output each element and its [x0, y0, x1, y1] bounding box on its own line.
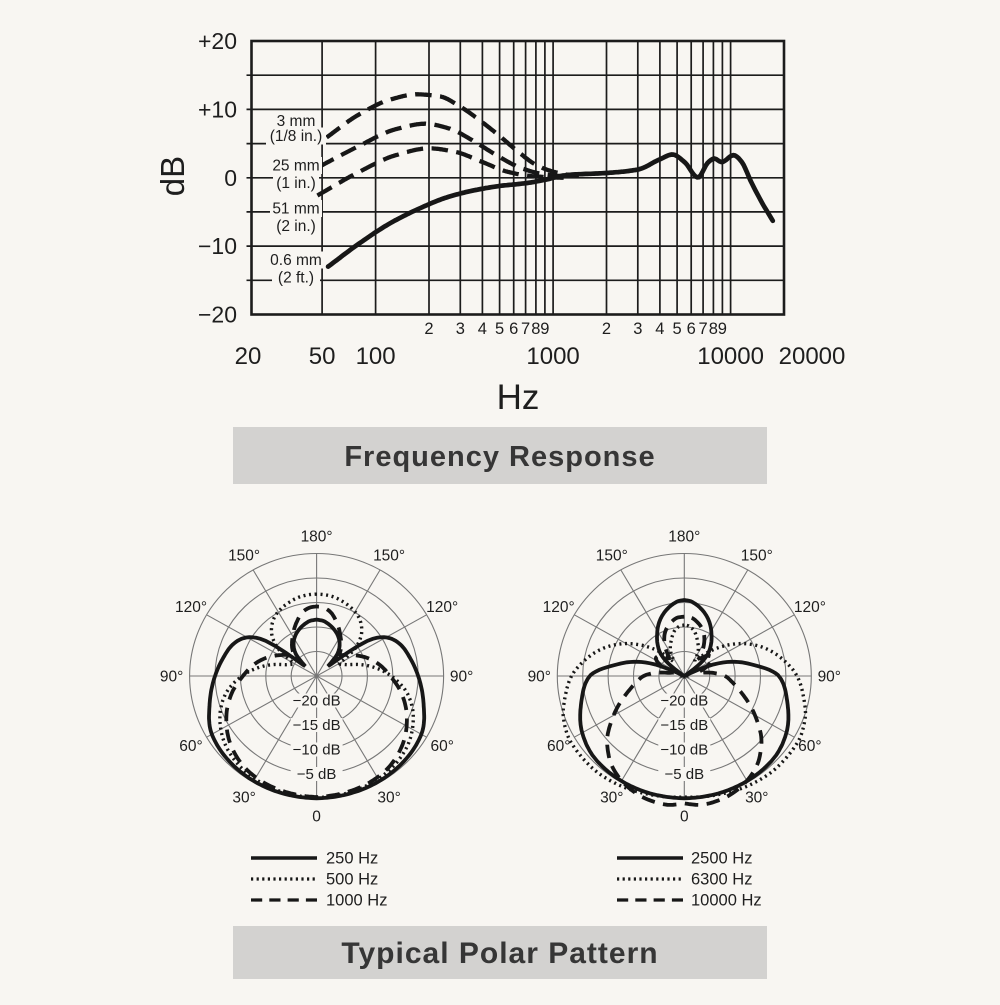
- svg-text:−20 dB: −20 dB: [660, 693, 708, 710]
- svg-text:180°: 180°: [301, 529, 333, 546]
- svg-text:30°: 30°: [600, 789, 623, 806]
- svg-text:20: 20: [235, 343, 262, 370]
- svg-text:90°: 90°: [450, 669, 473, 686]
- svg-text:(2 ft.): (2 ft.): [278, 270, 314, 287]
- svg-text:9: 9: [718, 320, 727, 338]
- svg-text:0: 0: [312, 809, 321, 826]
- svg-text:90°: 90°: [160, 669, 183, 686]
- svg-text:51 mm: 51 mm: [272, 201, 319, 218]
- svg-text:−20 dB: −20 dB: [293, 693, 341, 710]
- svg-text:0.6 mm: 0.6 mm: [270, 252, 322, 269]
- svg-text:10000: 10000: [697, 343, 764, 370]
- svg-text:60°: 60°: [547, 738, 570, 755]
- svg-text:−10: −10: [198, 233, 237, 259]
- svg-text:150°: 150°: [596, 548, 628, 565]
- svg-text:7: 7: [699, 320, 708, 338]
- svg-text:3: 3: [633, 320, 642, 338]
- svg-text:1000 Hz: 1000 Hz: [326, 892, 387, 910]
- svg-text:dB: dB: [154, 156, 191, 196]
- svg-text:90°: 90°: [818, 669, 841, 686]
- svg-text:250 Hz: 250 Hz: [326, 850, 378, 868]
- svg-text:5: 5: [673, 320, 682, 338]
- svg-text:150°: 150°: [228, 548, 260, 565]
- svg-text:150°: 150°: [373, 548, 405, 565]
- svg-text:5: 5: [495, 320, 504, 338]
- svg-text:30°: 30°: [232, 789, 255, 806]
- svg-text:(1/8 in.): (1/8 in.): [270, 128, 323, 145]
- svg-text:120°: 120°: [426, 599, 458, 616]
- svg-text:−20: −20: [198, 302, 237, 328]
- svg-text:−5 dB: −5 dB: [297, 766, 337, 783]
- svg-text:50: 50: [309, 343, 336, 370]
- svg-text:7: 7: [521, 320, 530, 338]
- svg-text:30°: 30°: [377, 789, 400, 806]
- svg-text:20000: 20000: [779, 343, 846, 370]
- svg-text:−15 dB: −15 dB: [293, 717, 341, 734]
- svg-text:6: 6: [509, 320, 518, 338]
- svg-text:6300 Hz: 6300 Hz: [691, 871, 752, 889]
- svg-text:2500 Hz: 2500 Hz: [691, 850, 752, 868]
- svg-text:−5 dB: −5 dB: [664, 766, 704, 783]
- svg-text:100: 100: [356, 343, 396, 370]
- svg-text:0: 0: [680, 809, 689, 826]
- svg-text:6: 6: [687, 320, 696, 338]
- svg-text:−10 dB: −10 dB: [293, 742, 341, 759]
- svg-text:0: 0: [224, 165, 237, 191]
- svg-text:−10 dB: −10 dB: [660, 742, 708, 759]
- svg-text:(2 in.): (2 in.): [276, 218, 316, 235]
- svg-text:+20: +20: [198, 28, 237, 54]
- svg-text:150°: 150°: [741, 548, 773, 565]
- svg-text:8: 8: [531, 320, 540, 338]
- svg-text:180°: 180°: [668, 529, 700, 546]
- svg-text:1000: 1000: [526, 343, 579, 370]
- svg-text:60°: 60°: [798, 738, 821, 755]
- svg-text:3 mm: 3 mm: [277, 113, 316, 130]
- svg-text:Hz: Hz: [497, 378, 540, 417]
- svg-text:(1 in.): (1 in.): [276, 175, 316, 192]
- svg-text:3: 3: [456, 320, 465, 338]
- svg-text:8: 8: [709, 320, 718, 338]
- svg-text:120°: 120°: [794, 599, 826, 616]
- svg-text:60°: 60°: [179, 738, 202, 755]
- svg-text:120°: 120°: [175, 599, 207, 616]
- svg-text:2: 2: [424, 320, 433, 338]
- svg-text:Typical Polar Pattern: Typical Polar Pattern: [341, 937, 658, 970]
- svg-text:120°: 120°: [543, 599, 575, 616]
- svg-text:4: 4: [478, 320, 487, 338]
- svg-text:−15 dB: −15 dB: [660, 717, 708, 734]
- svg-text:25 mm: 25 mm: [272, 158, 319, 175]
- svg-text:Frequency Response: Frequency Response: [344, 441, 655, 473]
- svg-text:+10: +10: [198, 96, 237, 122]
- svg-text:2: 2: [602, 320, 611, 338]
- svg-text:90°: 90°: [528, 669, 551, 686]
- svg-text:9: 9: [540, 320, 549, 338]
- svg-text:60°: 60°: [430, 738, 453, 755]
- svg-text:10000 Hz: 10000 Hz: [691, 892, 762, 910]
- svg-text:30°: 30°: [745, 789, 768, 806]
- svg-text:4: 4: [655, 320, 664, 338]
- svg-text:500 Hz: 500 Hz: [326, 871, 378, 889]
